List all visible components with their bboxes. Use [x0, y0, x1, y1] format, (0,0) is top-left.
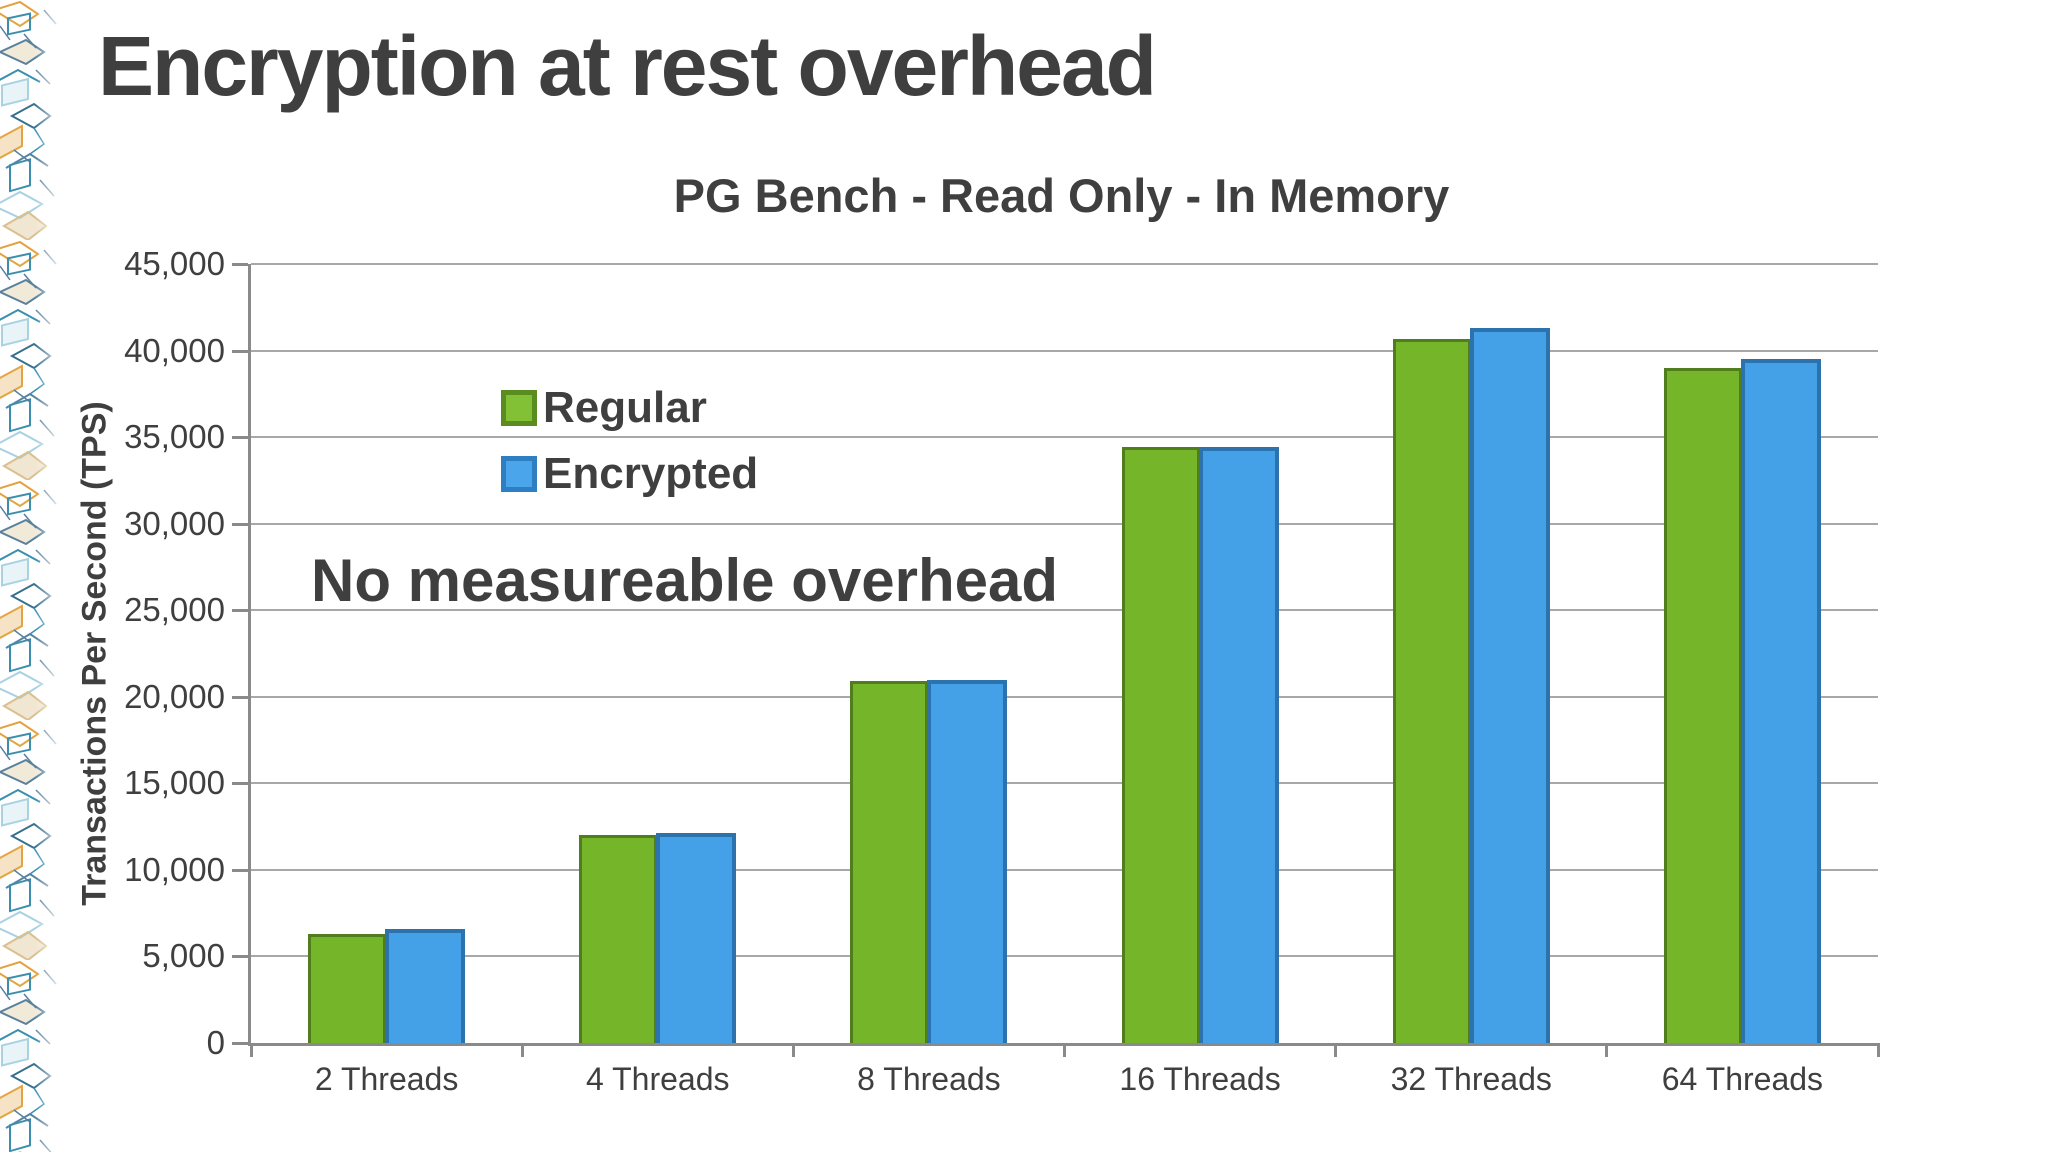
x-axis-tick — [791, 1043, 795, 1057]
bar-group-16-threads — [1065, 447, 1336, 1043]
gridline — [251, 263, 1878, 265]
y-tick-label: 35,000 — [124, 418, 225, 456]
bar-encrypted-64-threads — [1740, 359, 1821, 1043]
slide-title: Encryption at rest overhead — [98, 19, 1157, 113]
y-axis-tick — [232, 782, 248, 786]
bar-group-4-threads — [522, 833, 793, 1043]
legend-swatch-regular-icon — [501, 390, 537, 426]
bar-encrypted-16-threads — [1198, 447, 1279, 1043]
circuit-pattern-graphic — [0, 0, 64, 1152]
y-axis-tick — [232, 263, 248, 266]
legend-label-encrypted: Encrypted — [543, 449, 759, 498]
gridline — [251, 349, 1878, 352]
y-tick-label: 30,000 — [124, 504, 225, 542]
x-axis-tick — [1605, 1043, 1609, 1057]
x-tick-label: 4 Threads — [585, 1061, 730, 1097]
bar-regular-64-threads — [1663, 368, 1742, 1043]
x-axis-tick — [1334, 1043, 1338, 1057]
y-axis-tick — [232, 1042, 248, 1045]
bar-regular-32-threads — [1392, 339, 1471, 1043]
plot-area: 0 5,000 10,000 15,000 20,000 25,000 30,000 35,0… — [124, 246, 1880, 1097]
gridline — [251, 868, 1878, 871]
x-tick-label: 8 Threads — [857, 1061, 1001, 1097]
y-tick-label: 10,000 — [124, 850, 225, 888]
bar-encrypted-8-threads — [927, 680, 1008, 1043]
bar-encrypted-2-threads — [385, 929, 466, 1043]
y-axis-tick — [232, 349, 248, 353]
x-tick-label: 2 Threads — [314, 1061, 459, 1097]
bar-regular-16-threads — [1121, 447, 1200, 1043]
chart-title: PG Bench - Read Only - In Memory — [673, 169, 1450, 222]
bar-encrypted-4-threads — [656, 833, 737, 1043]
x-axis-tick — [1876, 1043, 1880, 1057]
annotation-text: No measureable overhead — [311, 547, 1058, 614]
y-axis-tick — [232, 609, 248, 613]
bar-group-32-threads — [1336, 328, 1607, 1043]
y-tick-label: 5,000 — [142, 937, 225, 975]
gridline — [251, 522, 1878, 525]
legend-swatch-encrypted-icon — [501, 456, 537, 492]
y-axis-tick — [232, 868, 248, 872]
legend-label-regular: Regular — [543, 383, 707, 432]
gridline — [251, 609, 1878, 612]
y-tick-label: 15,000 — [124, 764, 225, 802]
gridline — [251, 955, 1878, 958]
gridline — [251, 436, 1878, 439]
y-axis-title-text: Transactions Per Second (TPS) — [75, 401, 114, 906]
chart-legend: Regular Encrypted — [501, 386, 758, 518]
y-tick-label: 20,000 — [124, 677, 225, 715]
y-tick-label: 0 — [206, 1024, 225, 1061]
bar-group-8-threads — [793, 680, 1064, 1043]
bar-regular-8-threads — [850, 681, 929, 1043]
x-axis-tick — [1063, 1043, 1066, 1057]
y-axis-tick — [232, 955, 248, 959]
y-axis-tick — [232, 436, 248, 440]
gridline — [251, 782, 1878, 785]
x-axis-tick — [249, 1043, 253, 1057]
bar-regular-2-threads — [308, 934, 387, 1043]
bar-encrypted-32-threads — [1469, 328, 1550, 1043]
bar-group-64-threads — [1607, 359, 1878, 1043]
y-axis-tick — [232, 522, 248, 526]
y-tick-label: 25,000 — [124, 591, 225, 629]
bar-regular-4-threads — [579, 835, 658, 1043]
legend-item-regular: Regular — [501, 386, 758, 430]
decorative-left-border — [0, 0, 64, 1152]
x-tick-label: 64 Threads — [1661, 1061, 1824, 1097]
x-tick-label: 16 Threads — [1119, 1061, 1281, 1097]
y-axis-tick — [232, 695, 248, 699]
y-tick-label: 40,000 — [124, 331, 225, 369]
x-tick-label: 32 Threads — [1390, 1061, 1552, 1097]
gridline — [251, 695, 1878, 698]
legend-item-encrypted: Encrypted — [501, 452, 758, 496]
x-axis-tick — [520, 1043, 524, 1057]
bar-group-2-threads — [251, 929, 522, 1043]
y-tick-label: 45,000 — [124, 245, 225, 282]
